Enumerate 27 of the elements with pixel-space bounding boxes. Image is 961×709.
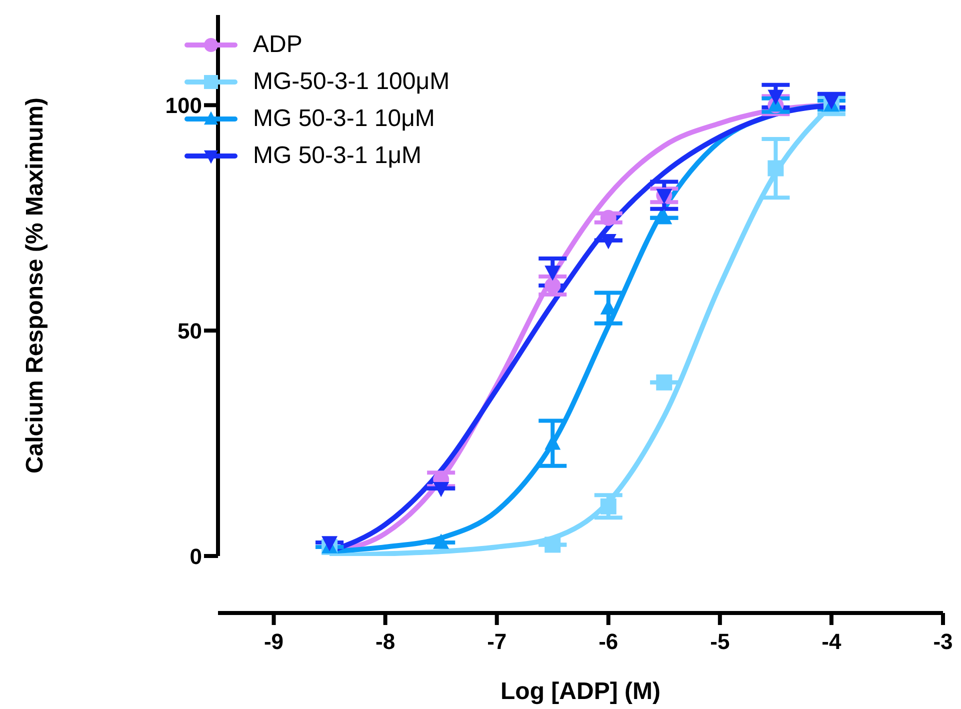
y-tick-label: 100: [165, 92, 202, 118]
point: [600, 498, 616, 514]
legend-label: MG-50-3-1 100μM: [253, 67, 450, 97]
legend-label: MG 50-3-1 1μM: [253, 141, 422, 171]
point: [544, 536, 561, 553]
x-tick-label: -4: [822, 629, 842, 654]
x-tick-label: -9: [264, 629, 284, 654]
x-axis-title: Log [ADP] (M): [500, 678, 660, 705]
point: [656, 374, 672, 390]
y-tick-label: 0: [190, 544, 202, 569]
legend-label: MG 50-3-1 10μM: [253, 104, 435, 134]
x-tick-label: -6: [598, 629, 618, 654]
legend-label: ADP: [253, 30, 302, 60]
point: [768, 160, 784, 176]
point: [544, 278, 561, 294]
y-tick-label: 50: [178, 318, 202, 344]
point: [433, 482, 450, 498]
x-tick-label: -5: [710, 629, 730, 654]
x-tick-label: -7: [487, 629, 507, 654]
point: [768, 90, 784, 105]
point: [433, 534, 450, 549]
x-tick-label: -8: [376, 629, 396, 654]
point: [656, 209, 672, 224]
y-axis-title: Calcium Response (% Maximum): [22, 97, 49, 474]
point: [600, 210, 616, 226]
point: [544, 266, 561, 281]
x-tick-label: -3: [933, 629, 953, 654]
